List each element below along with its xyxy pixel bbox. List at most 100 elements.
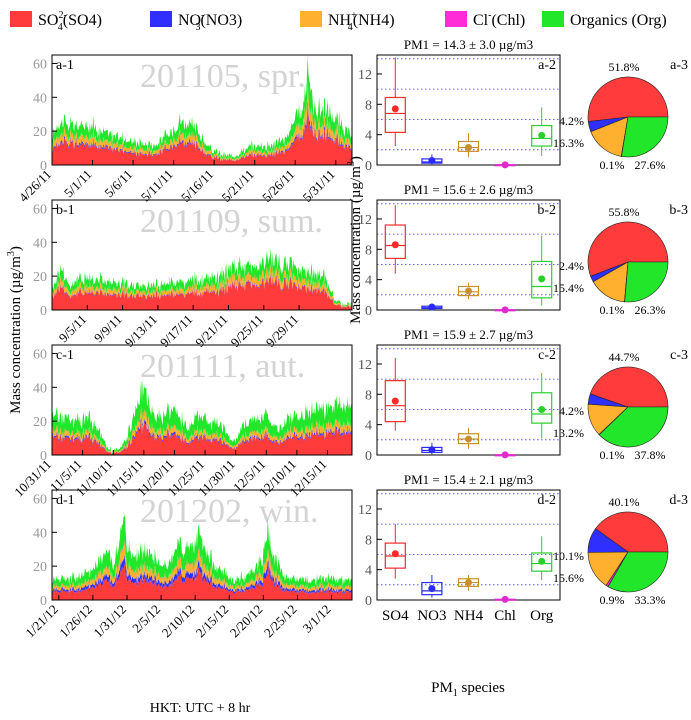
- box-Org-d: [531, 552, 553, 572]
- pie-panel-c: 44.7% 4.2% 13.2% 0.1% 37.8% c-3: [553, 348, 688, 462]
- mean-dot-Chl: [501, 306, 509, 314]
- box-Org-a: [531, 124, 553, 147]
- xtick-label: 5/1/11: [61, 167, 95, 201]
- box-xtick-label-NO3: NO3: [417, 608, 446, 624]
- pie-label-Chl: 0.9%: [600, 593, 625, 607]
- xtick-label: 2/20/12: [227, 602, 266, 641]
- xtick-label: 5/31/11: [300, 167, 338, 205]
- box-xtick-label-SO4: SO4: [382, 608, 409, 624]
- xtick-label: 9/9/11: [91, 312, 125, 346]
- xtick-label: 5/26/11: [259, 167, 297, 205]
- box-ytick-label: 12: [358, 503, 372, 518]
- pie-label-Chl: 0.1%: [600, 158, 625, 172]
- area-series-SO4-a: [52, 103, 352, 165]
- pie-label-NH4: 15.4%: [553, 281, 584, 295]
- mean-dot-Org: [538, 275, 546, 283]
- legend-swatch-Org: [542, 11, 564, 27]
- mean-dot-NO3: [428, 446, 436, 454]
- legend-swatch-NO3: [150, 11, 172, 27]
- ylabel-box: Mass concentration (µg/m3): [346, 156, 364, 324]
- xtick-label: 2/15/12: [193, 602, 232, 641]
- box-ytick-label: 4: [365, 564, 372, 579]
- box-frame-b: [376, 199, 561, 311]
- mean-dot-Chl: [501, 451, 509, 459]
- legend-entry-NO3: NO-3(NO3): [150, 10, 242, 33]
- box-frame-a: [376, 54, 561, 166]
- legend-label-Chl: Cl-(Chl): [473, 10, 525, 29]
- box-Org-b: [531, 260, 553, 299]
- pm1-label-b: PM1 = 15.6 ± 2.6 µg/m3: [404, 182, 533, 197]
- area-series-Org-b: [52, 248, 352, 308]
- legend-label-Org: Organics (Org): [570, 12, 667, 29]
- area-series-NO3-b: [52, 272, 352, 309]
- legend-swatch-Chl: [445, 11, 467, 27]
- pie-label-NO3: 4.2%: [559, 114, 584, 128]
- legend-swatch-SO4: [10, 11, 32, 27]
- box-ytick-label: 0: [365, 304, 372, 319]
- pie-label-SO4: 40.1%: [609, 495, 640, 509]
- ytick-label: 60: [33, 347, 47, 362]
- area-series-Org-c: [52, 378, 352, 454]
- mean-dot-NO3: [428, 303, 436, 311]
- xtick-label: 9/13/11: [122, 312, 160, 350]
- ytick-label: 0: [40, 304, 47, 319]
- mean-dot-NH4: [465, 579, 472, 587]
- timeseries-frame-a: [51, 54, 353, 166]
- mean-dot-NO3: [428, 585, 436, 593]
- box-SO4-a: [384, 96, 406, 133]
- pie-panel-a: 51.8% 4.2% 16.3% 0.1% 27.6% a-3: [553, 58, 688, 172]
- pie-slice-SO4-a: [587, 76, 669, 122]
- pie-slice-Org-d: [607, 551, 669, 593]
- mean-dot-SO4: [391, 550, 399, 558]
- xtick-label: 2/10/12: [159, 602, 198, 641]
- ytick-label: 60: [33, 57, 47, 72]
- box-ytick-label: 8: [365, 243, 372, 258]
- xtick-label: 9/5/11: [56, 312, 90, 346]
- box-ytick-label: 4: [365, 129, 372, 144]
- xtick-label: 5/6/11: [101, 167, 135, 201]
- pm1-label-c: PM1 = 15.9 ± 2.7 µg/m3: [404, 327, 533, 342]
- xlabel-time: HKT: UTC + 8 hr: [150, 701, 251, 716]
- pie-slice-Org-c: [598, 406, 669, 448]
- ytick-label: 40: [33, 526, 47, 541]
- mean-dot-SO4: [391, 397, 399, 405]
- ytick-label: 20: [33, 125, 47, 140]
- season-label-d: 201202, win.: [140, 493, 319, 530]
- ytick-label: 60: [33, 202, 47, 217]
- pie-label-NH4: 15.6%: [553, 571, 584, 585]
- box-panel-d: 0 4 8 12 PM1 = 15.4 ± 2.1 µg/m3 d-2 SO4 NO3 NH4 C…: [358, 472, 561, 624]
- legend-swatch-NH4: [300, 11, 322, 27]
- panel-label-b3: b-3: [669, 203, 688, 218]
- area-series-SO4-b: [52, 273, 352, 310]
- mean-dot-NO3: [428, 156, 436, 164]
- ytick-label: 40: [33, 236, 47, 251]
- pie-label-SO4: 44.7%: [609, 350, 640, 364]
- pie-label-SO4: 55.8%: [609, 205, 640, 219]
- timeseries-panel-c: 201111, aut.020406010/31/1111/5/1111/10/…: [11, 344, 353, 499]
- season-label-c: 201111, aut.: [140, 348, 305, 385]
- legend-label-SO4: SO2-4(SO4): [38, 10, 102, 33]
- panel-label-d1: d-1: [56, 493, 75, 508]
- box-panel-b: 0 4 8 12 PM1 = 15.6 ± 2.6 µg/m3 b-2: [358, 182, 561, 319]
- timeseries-frame-b: [51, 199, 353, 311]
- panel-label-c3: c-3: [670, 348, 688, 363]
- panel-label-b2: b-2: [537, 203, 556, 218]
- mean-dot-Org: [538, 405, 546, 413]
- xtick-label: 3/1/12: [300, 602, 334, 636]
- pie-panel-d: 40.1% 10.1% 15.6% 0.9% 33.3% d-3: [553, 493, 688, 607]
- box-SO4-c: [384, 380, 406, 423]
- area-series-NH4-d: [52, 541, 352, 593]
- box-SO4-b: [384, 224, 406, 260]
- box-ytick-label: 8: [365, 533, 372, 548]
- box-ytick-label: 0: [365, 159, 372, 174]
- box-panel-a: 0 4 8 12 PM1 = 14.3 ± 3.0 µg/m3 a-2: [358, 37, 561, 174]
- box-ytick-label: 12: [358, 213, 372, 228]
- panel-label-c1: c-1: [56, 348, 74, 363]
- ytick-label: 40: [33, 91, 47, 106]
- legend-label-NH4: NH+ 4(NH4): [328, 10, 395, 33]
- box-panel-c: 0 4 8 12 PM1 = 15.9 ± 2.7 µg/m3 c-2: [358, 327, 561, 464]
- area-series-SO4-d: [52, 563, 352, 600]
- pie-label-Org: 33.3%: [635, 593, 666, 607]
